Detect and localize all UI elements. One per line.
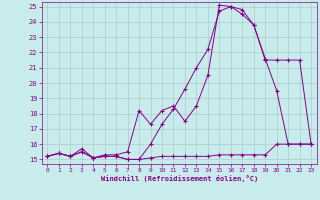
X-axis label: Windchill (Refroidissement éolien,°C): Windchill (Refroidissement éolien,°C) — [100, 175, 258, 182]
